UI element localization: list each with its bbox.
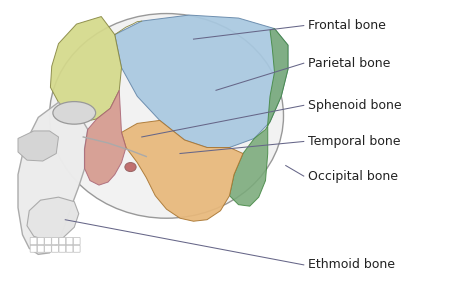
Polygon shape: [50, 17, 122, 122]
FancyBboxPatch shape: [52, 237, 58, 245]
FancyBboxPatch shape: [66, 245, 73, 252]
FancyBboxPatch shape: [45, 245, 51, 252]
Text: Ethmoid bone: Ethmoid bone: [308, 258, 395, 272]
Ellipse shape: [125, 163, 136, 172]
FancyBboxPatch shape: [37, 245, 44, 252]
FancyBboxPatch shape: [59, 237, 66, 245]
FancyBboxPatch shape: [73, 245, 80, 252]
FancyBboxPatch shape: [52, 245, 58, 252]
Polygon shape: [18, 131, 58, 161]
Text: Temporal bone: Temporal bone: [308, 135, 401, 148]
FancyBboxPatch shape: [73, 237, 80, 245]
FancyBboxPatch shape: [66, 237, 73, 245]
Ellipse shape: [50, 14, 284, 218]
Ellipse shape: [53, 102, 95, 124]
FancyBboxPatch shape: [45, 237, 51, 245]
FancyBboxPatch shape: [59, 245, 66, 252]
FancyBboxPatch shape: [30, 237, 37, 245]
Polygon shape: [115, 15, 288, 147]
Text: Frontal bone: Frontal bone: [308, 19, 386, 32]
Polygon shape: [27, 197, 79, 241]
FancyBboxPatch shape: [30, 245, 37, 252]
Polygon shape: [18, 102, 88, 254]
Polygon shape: [230, 29, 288, 206]
Polygon shape: [85, 90, 126, 185]
Polygon shape: [122, 120, 243, 221]
FancyBboxPatch shape: [37, 237, 44, 245]
Text: Occipital bone: Occipital bone: [308, 169, 398, 183]
Text: Parietal bone: Parietal bone: [308, 57, 391, 70]
Text: Sphenoid bone: Sphenoid bone: [308, 99, 402, 112]
